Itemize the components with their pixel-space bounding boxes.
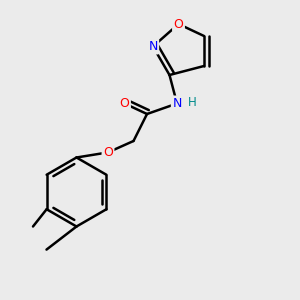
Text: N: N xyxy=(148,40,158,53)
Text: O: O xyxy=(120,97,129,110)
Text: O: O xyxy=(103,146,113,159)
Text: N: N xyxy=(172,97,182,110)
Text: O: O xyxy=(174,17,183,31)
Text: H: H xyxy=(188,95,197,109)
